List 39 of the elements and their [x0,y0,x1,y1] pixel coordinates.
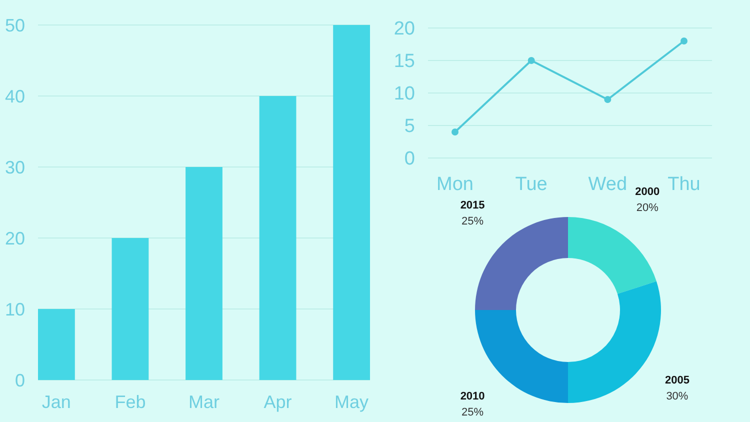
bar [186,167,222,380]
data-label: 25% [462,406,484,418]
x-tick-label: Thu [668,174,700,195]
y-tick-label: 5 [404,116,415,138]
x-tick-label: Tue [515,174,548,195]
y-tick-label: 10 [394,84,415,105]
x-tick-label: Jan [42,392,71,412]
y-tick-label: 50 [4,15,25,36]
x-tick-label: Apr [264,392,292,412]
bar [38,309,75,380]
x-tick-label: Feb [114,392,146,412]
y-tick-label: 10 [4,299,25,320]
y-tick-label: 0 [14,370,25,390]
point [680,38,688,44]
y-tick-label: 15 [394,51,415,72]
slice-label: 2000 [635,186,660,198]
bar [259,96,296,380]
donut-slice [568,217,656,294]
y-tick-label: 0 [404,148,415,170]
y-tick-label: 30 [4,157,25,178]
bar [112,238,149,380]
y-tick-label: 20 [394,18,415,40]
bar [333,25,370,380]
x-tick-label: Wed [588,174,628,195]
slice-label: 2010 [460,390,485,402]
x-tick-label: Mon [436,174,474,195]
point [452,128,458,136]
point [604,96,612,103]
x-tick-label: May [334,392,369,412]
donut-slice [568,281,661,403]
slice-label: 2015 [460,200,485,212]
point [528,57,535,64]
data-label: 20% [636,202,659,214]
data-label: 25% [462,216,484,228]
slice-label: 2005 [664,374,690,386]
data-label: 30% [666,390,688,402]
y-tick-label: 20 [4,228,25,248]
x-tick-label: Mar [188,392,220,412]
y-tick-label: 40 [4,86,25,106]
